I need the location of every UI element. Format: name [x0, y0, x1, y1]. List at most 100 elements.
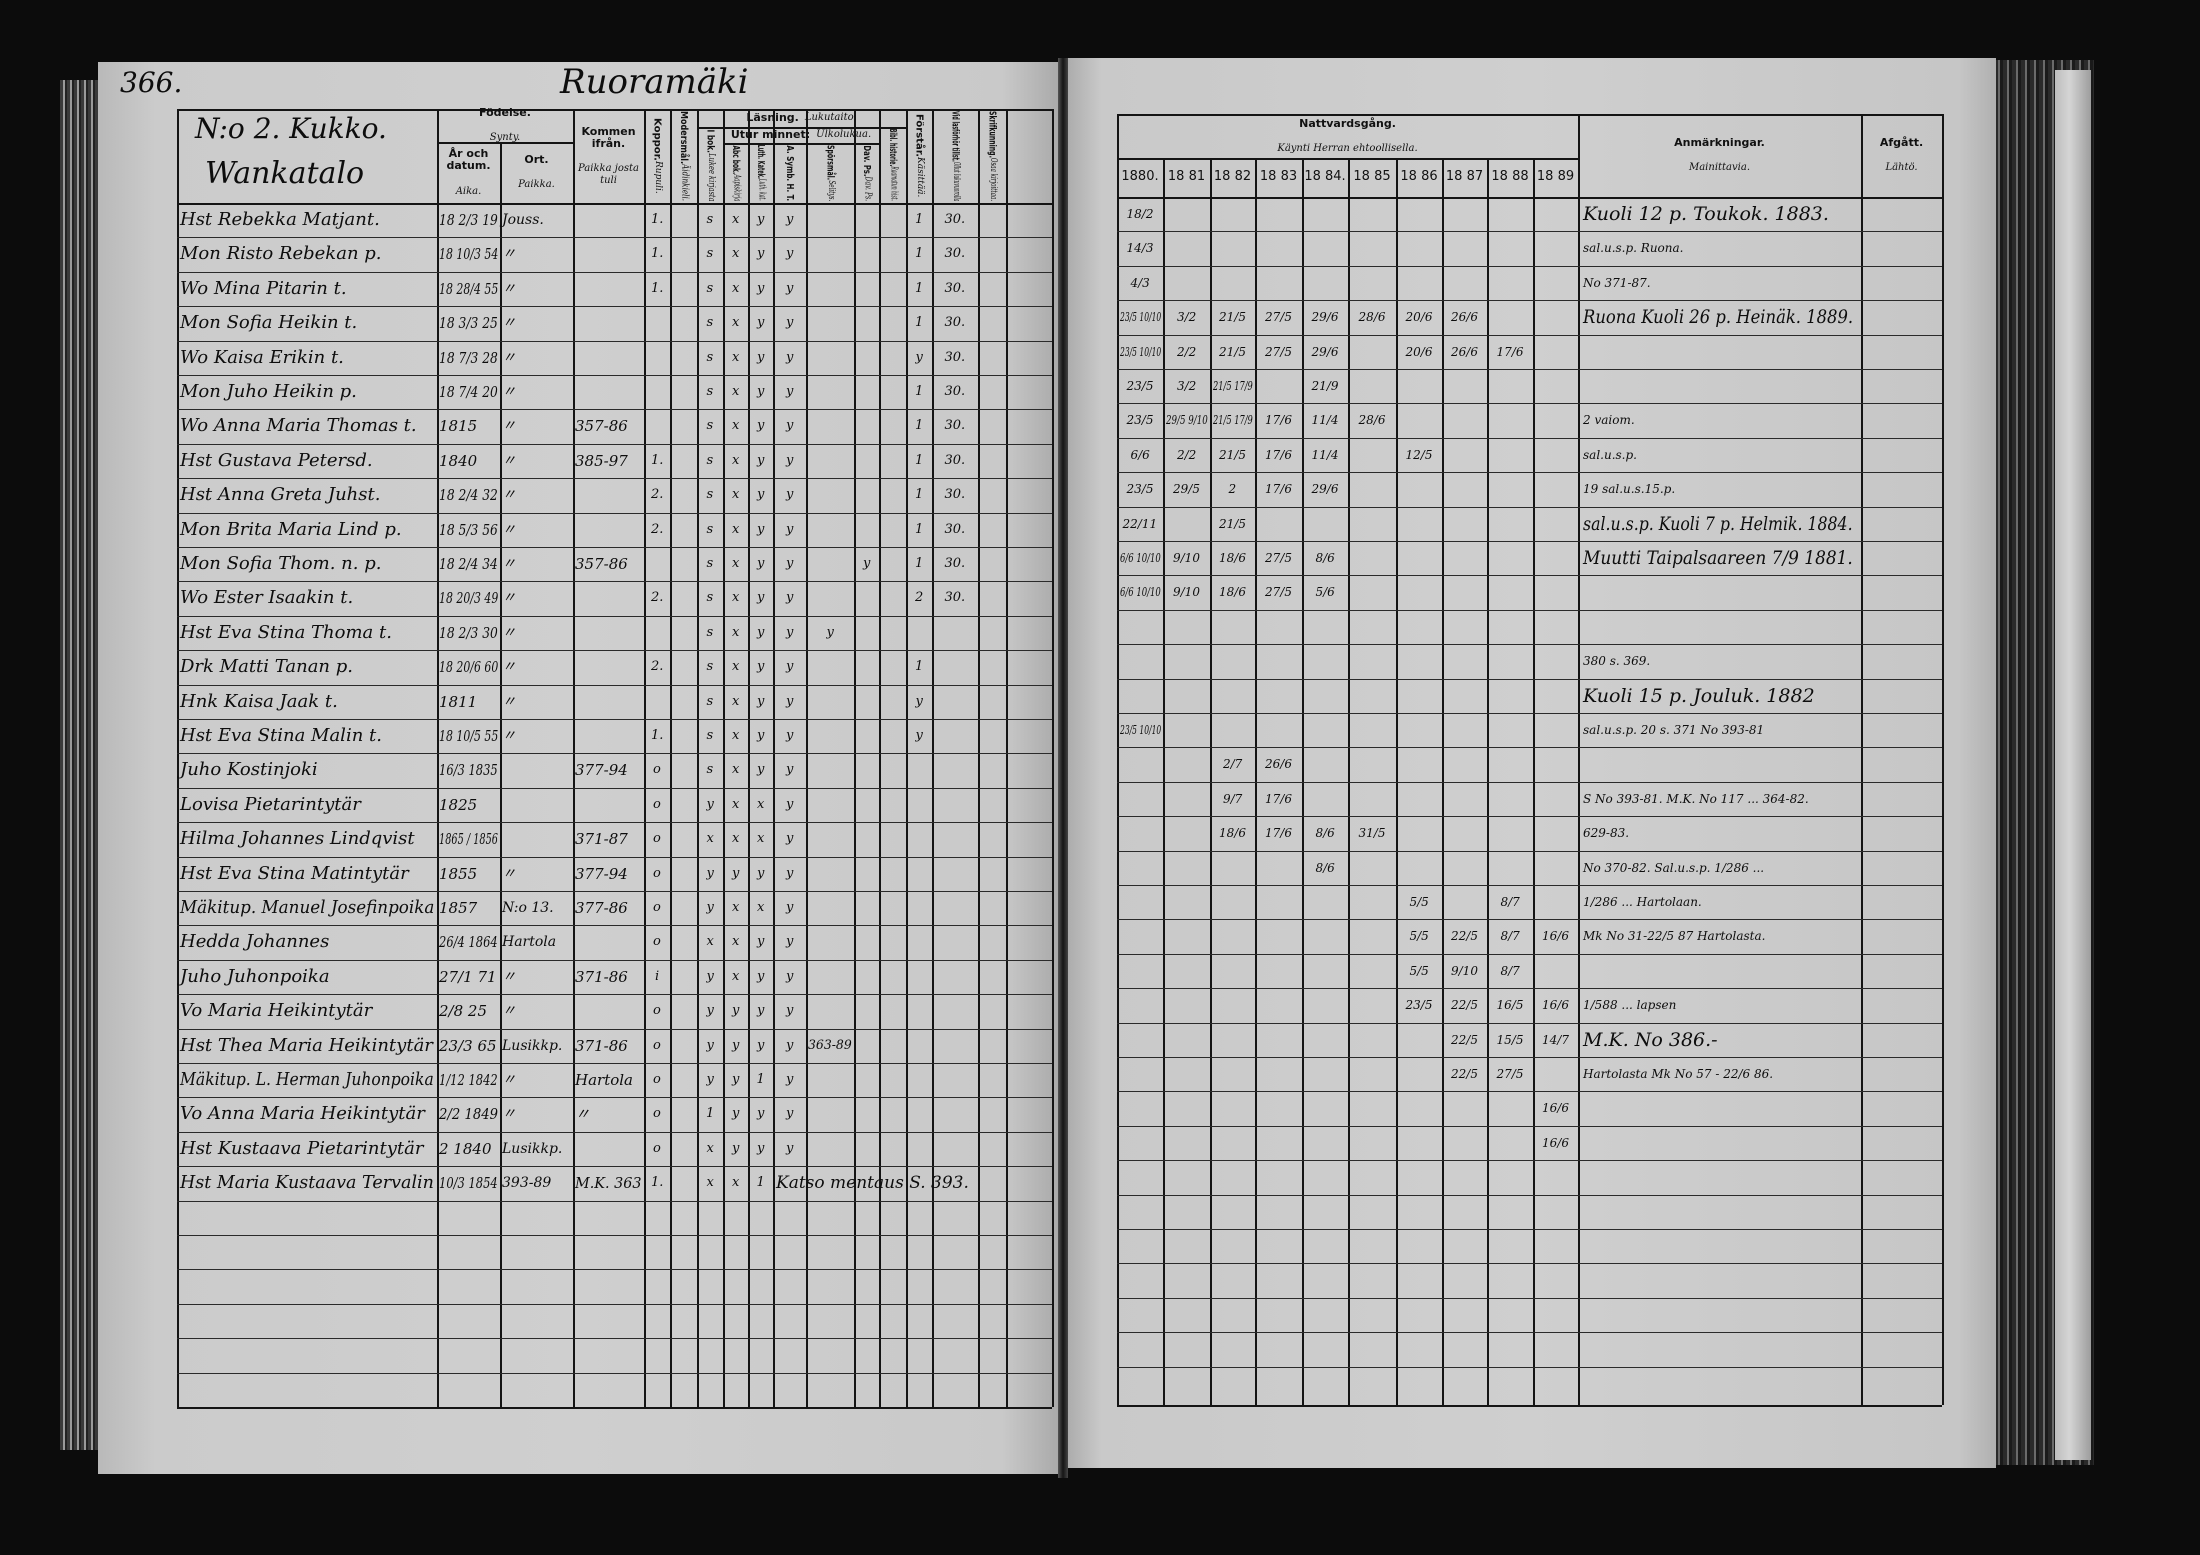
person-name: Hst Maria Kustaava Tervalin	[180, 1172, 434, 1194]
row-rule	[1117, 781, 1942, 783]
header-sporsmal-fi: Selitys.	[825, 180, 836, 201]
row-rule	[177, 650, 1052, 652]
row-rule	[177, 271, 1052, 273]
book-gutter	[1058, 58, 1068, 1478]
reading-mark: y	[757, 556, 765, 571]
row-rule	[177, 478, 1052, 480]
row-rule	[177, 203, 1052, 205]
row-rule	[1117, 506, 1942, 508]
column-rule	[1052, 109, 1054, 1407]
column-rule	[1163, 158, 1165, 1405]
reading-mark: y	[786, 418, 794, 434]
person-name: Drk Matti Tanan p.	[180, 656, 353, 678]
remark-entry: sal.u.s.p. Ruona.	[1583, 241, 1684, 256]
birth-place: 〃	[502, 521, 516, 538]
moved-from: 〃	[575, 1105, 591, 1124]
reading-mark: y	[732, 1140, 740, 1156]
reading-mark: o	[653, 1072, 661, 1087]
reading-mark: x	[706, 1140, 714, 1156]
birth-place: 〃	[502, 865, 516, 882]
reading-mark: y	[706, 865, 714, 881]
header-luth-fi: Luth. kat.	[756, 179, 767, 202]
reading-mark: x	[732, 1175, 740, 1191]
header-anmarkningar-sv: Anmärkningar.	[1674, 136, 1765, 150]
communion-date: 16/6	[1542, 998, 1569, 1013]
row-rule	[1117, 953, 1942, 955]
header-fodelse-sv: Födelse.	[479, 106, 531, 120]
row-rule	[177, 1338, 1052, 1340]
birth-place: 〃	[502, 1003, 516, 1020]
person-name: Hst Kustaava Pietarintytär	[180, 1137, 424, 1159]
column-rule	[1396, 158, 1398, 1405]
reading-mark: x	[732, 349, 740, 365]
reading-mark: s	[706, 246, 714, 262]
remark-entry: 19 sal.u.s.15.p.	[1583, 482, 1676, 497]
column-rule	[932, 109, 934, 1407]
reading-mark: y	[786, 968, 794, 984]
moved-from: 357-86	[575, 417, 628, 436]
reading-mark: y	[826, 624, 834, 640]
birth-date: 18 2/4 34	[439, 555, 498, 573]
header-modersmal: Modersmål. Äidinkieli.	[678, 111, 689, 201]
moved-from: 357-86	[575, 555, 628, 573]
reading-mark: x	[732, 452, 740, 468]
header-lasning: Läsning. Lukutaito.	[697, 109, 906, 127]
communion-date: 22/11	[1122, 516, 1158, 531]
page-stack-left	[60, 80, 100, 1450]
reading-mark: o	[653, 831, 661, 847]
communion-date: 17/6	[1265, 826, 1292, 841]
communion-date: 28/6	[1358, 413, 1386, 428]
reading-mark: x	[732, 624, 740, 640]
birth-place: Lusikkp.	[502, 1140, 563, 1157]
reading-mark: y	[706, 900, 714, 915]
reading-mark: 30.	[944, 452, 966, 468]
birth-place: 〃	[502, 659, 516, 676]
reading-mark: y	[786, 659, 794, 675]
reading-mark: s	[706, 728, 714, 743]
reading-mark: y	[786, 865, 794, 881]
row-rule	[1117, 541, 1942, 542]
row-rule	[1117, 1405, 1942, 1407]
header-vid-cell: Vid lasförhör tillst. Ollut lukuvuorolla	[934, 111, 977, 201]
remark-entry: sal.u.s.p. Kuoli 7 p. Helmik. 1884.	[1583, 512, 1853, 535]
column-rule	[437, 109, 439, 1407]
column-rule	[978, 109, 980, 1407]
row-rule	[177, 512, 1052, 514]
header-dav-sv: Dav. Ps.	[861, 145, 872, 177]
column-rule	[1487, 158, 1489, 1405]
column-rule	[1442, 158, 1444, 1405]
header-nattvardsgang-fi: Käynti Herran ehtoollisella.	[1277, 142, 1418, 154]
header-ort-sv: Ort.	[524, 153, 549, 167]
reading-mark: y	[706, 968, 714, 984]
communion-date: 22/5	[1451, 929, 1478, 944]
communion-date: 26/6	[1451, 310, 1478, 325]
reading-mark: 1	[756, 1072, 765, 1087]
row-rule	[1117, 747, 1942, 749]
communion-date: 22/5	[1451, 1067, 1478, 1081]
person-name: Mäkitup. Manuel Josefinpoika	[180, 897, 435, 918]
reading-mark: y	[757, 315, 765, 331]
reading-mark: y	[915, 349, 923, 365]
row-rule	[1117, 1125, 1942, 1127]
header-luth-sv: Luth. Katek.	[755, 144, 766, 180]
reading-mark: y	[786, 452, 794, 468]
reading-mark: y	[757, 624, 765, 640]
reading-mark: 30.	[944, 418, 966, 434]
communion-date: 4/3	[1130, 275, 1150, 290]
remark-entry: Kuoli 15 p. Jouluk. 1882	[1583, 684, 1815, 707]
reading-mark: y	[757, 728, 765, 743]
communion-date: 23/5	[1126, 379, 1154, 393]
reading-mark: y	[786, 212, 794, 227]
reading-mark: 1.	[651, 1175, 664, 1191]
reading-mark: y	[757, 865, 765, 881]
reading-mark: y	[786, 315, 794, 331]
header-i-bok-fi: Lukee kirjasta	[705, 152, 716, 201]
reading-mark: y	[757, 968, 765, 984]
header-utur-minnet-sv: Utur minnet:	[730, 127, 811, 141]
reading-mark: s	[706, 315, 714, 331]
moved-from: 377-86	[575, 899, 628, 917]
header-year: 18 89	[1536, 169, 1575, 185]
communion-date: 31/5	[1358, 826, 1386, 841]
person-name: Juho Juhonpoika	[180, 965, 330, 987]
reading-mark: 1	[915, 521, 924, 537]
